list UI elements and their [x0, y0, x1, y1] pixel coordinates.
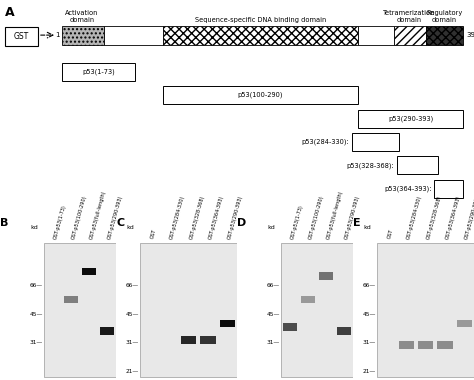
Bar — [337, 328, 351, 335]
Bar — [104, 25, 163, 45]
Bar — [437, 341, 453, 349]
Bar — [140, 243, 237, 377]
Bar — [283, 323, 297, 331]
Text: GST-p53(290-393): GST-p53(290-393) — [344, 194, 361, 239]
Text: 45—: 45— — [126, 312, 139, 317]
Text: E: E — [353, 218, 361, 228]
Text: 66—: 66— — [267, 283, 280, 288]
Bar — [200, 336, 216, 344]
Text: GST-p53(290-393): GST-p53(290-393) — [465, 194, 474, 239]
Text: Activation
domain: Activation domain — [65, 10, 99, 24]
Bar — [100, 328, 114, 335]
Text: D: D — [237, 218, 246, 228]
Text: C: C — [116, 218, 124, 228]
Bar — [319, 272, 333, 280]
Text: p53(290-393): p53(290-393) — [388, 116, 433, 122]
Bar — [62, 63, 136, 81]
Bar — [62, 25, 104, 45]
Bar — [5, 27, 38, 46]
Bar — [163, 86, 358, 104]
Text: 45—: 45— — [29, 312, 43, 317]
Bar — [219, 320, 235, 327]
Text: GST-p53(284-330): GST-p53(284-330) — [169, 195, 186, 239]
Text: 66—: 66— — [363, 283, 376, 288]
Text: GST-p53(100-290): GST-p53(100-290) — [308, 194, 325, 239]
Text: GST-p53(full-length): GST-p53(full-length) — [326, 190, 344, 239]
Text: GST-p53(100-290): GST-p53(100-290) — [71, 194, 88, 239]
Text: B: B — [0, 218, 9, 228]
Text: 45—: 45— — [363, 312, 376, 317]
Text: GST: GST — [14, 32, 29, 41]
Text: GST-p53(284-330): GST-p53(284-330) — [406, 195, 423, 239]
Text: GST-p53(328-368): GST-p53(328-368) — [426, 194, 442, 239]
Text: GST: GST — [150, 228, 157, 239]
Bar — [44, 243, 116, 377]
Text: 21—: 21— — [126, 369, 139, 374]
Text: 1: 1 — [55, 32, 59, 38]
Bar — [377, 243, 474, 377]
Text: GST-p53(290-393): GST-p53(290-393) — [107, 194, 124, 239]
Text: Sequence-specific DNA binding domain: Sequence-specific DNA binding domain — [195, 17, 326, 24]
Text: 45—: 45— — [266, 312, 280, 317]
Bar — [399, 341, 414, 349]
Text: 393: 393 — [467, 32, 474, 38]
Text: GST-p53(364-393): GST-p53(364-393) — [208, 195, 225, 239]
Text: Regulatory
domain: Regulatory domain — [426, 10, 462, 24]
Text: GST-p53(290-393): GST-p53(290-393) — [228, 194, 244, 239]
Text: 31—: 31— — [363, 340, 376, 345]
Text: p53(100-290): p53(100-290) — [238, 92, 283, 98]
Bar — [64, 296, 78, 303]
Bar — [352, 133, 399, 151]
Text: p53(284-330):: p53(284-330): — [301, 139, 349, 145]
Text: Tetramerization
domain: Tetramerization domain — [383, 10, 435, 24]
Bar — [358, 25, 394, 45]
Text: A: A — [5, 6, 14, 19]
Text: 66—: 66— — [126, 283, 139, 288]
Text: kd: kd — [127, 225, 134, 230]
Text: GST-p53(328-368): GST-p53(328-368) — [189, 194, 205, 239]
Text: kd: kd — [30, 225, 38, 230]
Bar — [281, 243, 353, 377]
Bar — [358, 109, 464, 128]
Bar — [426, 25, 464, 45]
Text: p53(328-368):: p53(328-368): — [347, 162, 394, 169]
Text: GST-p53(full-length): GST-p53(full-length) — [89, 190, 107, 239]
Text: GST-p53(364-393): GST-p53(364-393) — [445, 195, 462, 239]
Text: kd: kd — [364, 225, 371, 230]
Bar — [418, 341, 433, 349]
Bar — [163, 25, 358, 45]
Text: GST-p53(1-73): GST-p53(1-73) — [290, 204, 304, 239]
Bar — [397, 157, 438, 174]
Bar — [394, 25, 426, 45]
Text: GST-p53(1-73): GST-p53(1-73) — [53, 204, 67, 239]
Bar — [456, 320, 472, 327]
Bar — [434, 180, 464, 198]
Text: kd: kd — [267, 225, 275, 230]
Text: 66—: 66— — [30, 283, 43, 288]
Bar — [301, 296, 315, 303]
Bar — [181, 336, 196, 344]
Text: p53(1-73): p53(1-73) — [82, 68, 115, 75]
Text: 21—: 21— — [363, 369, 376, 374]
Text: GST: GST — [387, 228, 394, 239]
Bar — [82, 268, 96, 275]
Text: p53(364-393):: p53(364-393): — [384, 185, 431, 192]
Text: 31—: 31— — [267, 340, 280, 345]
Text: 31—: 31— — [126, 340, 139, 345]
Text: 31—: 31— — [30, 340, 43, 345]
